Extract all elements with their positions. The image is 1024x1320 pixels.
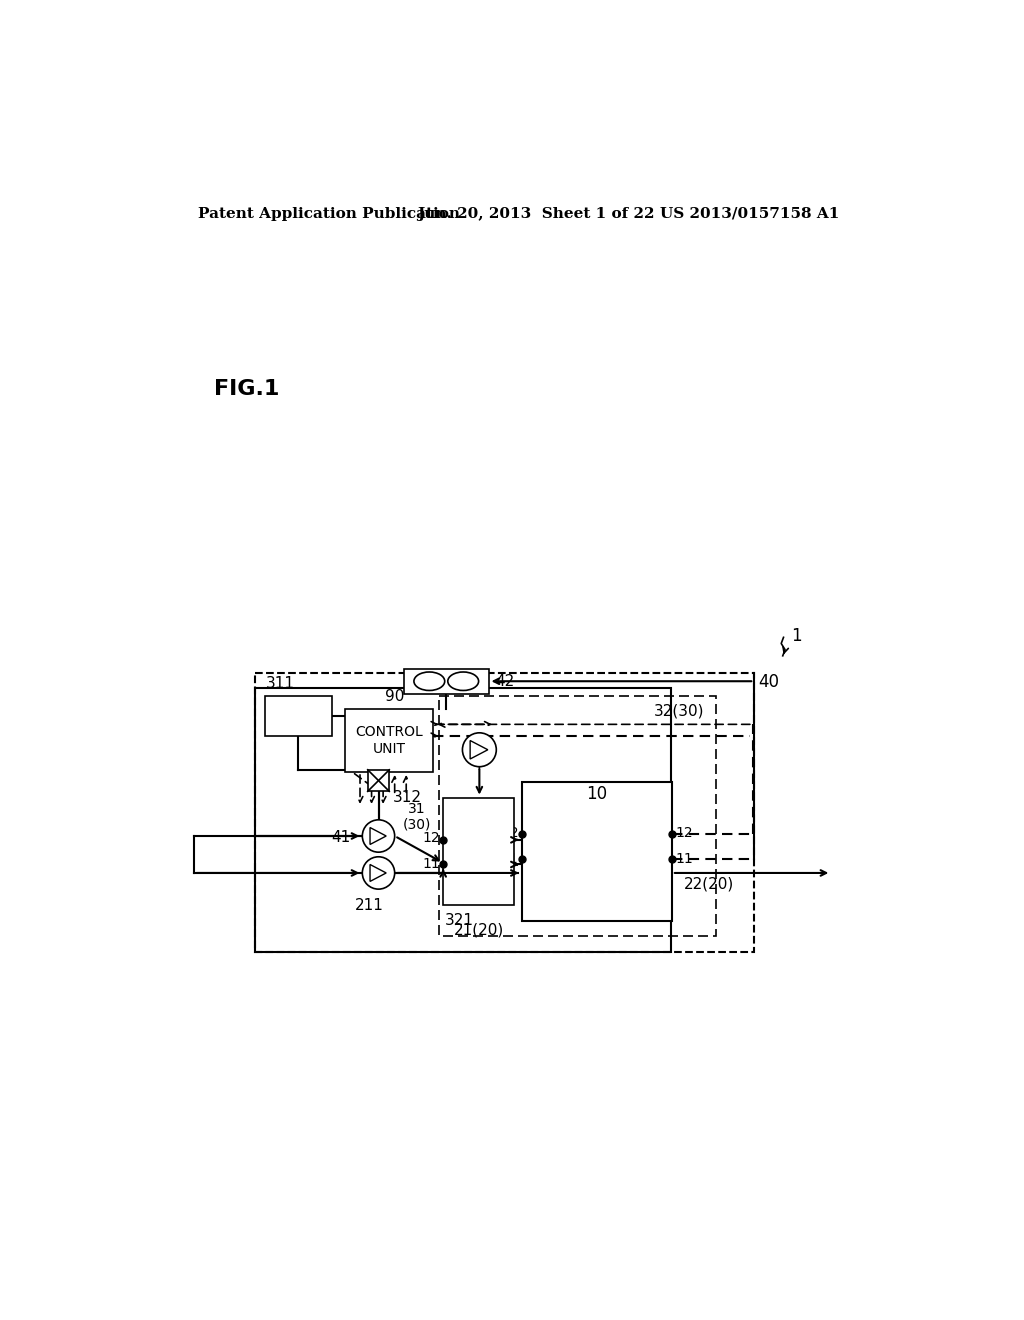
- Text: Jun. 20, 2013  Sheet 1 of 22: Jun. 20, 2013 Sheet 1 of 22: [417, 207, 654, 220]
- Bar: [255, 688, 671, 952]
- Bar: [255, 673, 755, 952]
- Text: 42: 42: [495, 673, 514, 689]
- Bar: [521, 781, 672, 921]
- Text: 321: 321: [444, 913, 474, 928]
- Text: 21(20): 21(20): [454, 923, 504, 937]
- Text: 10: 10: [586, 785, 607, 804]
- Text: 90: 90: [385, 689, 404, 704]
- Text: 12: 12: [675, 826, 692, 840]
- Text: 11: 11: [501, 853, 518, 866]
- Polygon shape: [370, 865, 386, 882]
- Bar: [264, 696, 333, 737]
- Bar: [403, 669, 488, 693]
- Text: 41: 41: [331, 830, 350, 845]
- Text: 32(30): 32(30): [654, 704, 705, 719]
- Text: 1: 1: [792, 627, 802, 644]
- Ellipse shape: [414, 672, 444, 690]
- Text: 11: 11: [422, 858, 440, 871]
- Polygon shape: [368, 770, 389, 792]
- Text: 311: 311: [266, 676, 295, 692]
- Circle shape: [362, 857, 394, 890]
- Text: US 2013/0157158 A1: US 2013/0157158 A1: [660, 207, 840, 220]
- Text: 31
(30): 31 (30): [402, 801, 431, 832]
- Circle shape: [463, 733, 497, 767]
- Text: 12: 12: [501, 826, 518, 840]
- Bar: [345, 709, 433, 772]
- Text: 312: 312: [392, 789, 421, 805]
- Text: 11: 11: [675, 853, 692, 866]
- Polygon shape: [370, 828, 386, 845]
- Text: Patent Application Publication: Patent Application Publication: [199, 207, 461, 220]
- Text: CONTROL
UNIT: CONTROL UNIT: [355, 726, 423, 755]
- Ellipse shape: [447, 672, 478, 690]
- Polygon shape: [470, 741, 487, 759]
- Text: 22(20): 22(20): [683, 876, 733, 891]
- Bar: [443, 797, 514, 906]
- Text: 12: 12: [423, 832, 440, 845]
- Bar: [438, 696, 716, 936]
- Text: 40: 40: [758, 673, 779, 690]
- Text: 211: 211: [355, 898, 384, 912]
- Text: FIG.1: FIG.1: [214, 379, 280, 400]
- Circle shape: [362, 820, 394, 853]
